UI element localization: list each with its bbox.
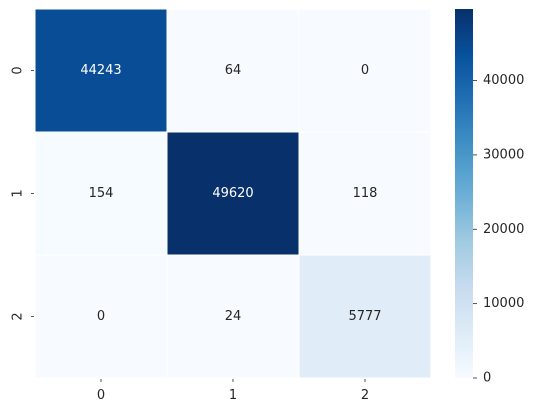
heatmap-grid: 44243 64 0 154 49620 118 0 24 5777	[34, 8, 432, 379]
colorbar-tick-label-1: 10000	[483, 296, 524, 311]
y-tick-label-1: 1	[11, 189, 26, 197]
cell-value-1-2: 118	[353, 186, 378, 201]
colorbar-gradient	[455, 9, 473, 378]
colorbar: 0 10000 20000 30000 40000	[455, 9, 524, 386]
heatmap-cell-0-0	[34, 8, 168, 133]
cell-value-2-0: 0	[97, 309, 105, 324]
y-axis: 0 1 2	[11, 66, 34, 321]
heatmap-cell-1-2	[298, 131, 432, 256]
cell-value-0-2: 0	[361, 63, 369, 78]
y-tick-label-0: 0	[11, 66, 26, 74]
x-tick-label-0: 0	[97, 388, 105, 403]
x-axis: 0 1 2	[97, 379, 369, 403]
x-tick-label-2: 2	[361, 388, 369, 403]
heatmap-cell-0-2	[298, 8, 432, 133]
heatmap-cell-2-1	[166, 254, 300, 379]
cell-value-1-0: 154	[89, 186, 114, 201]
heatmap-cell-0-1	[166, 8, 300, 133]
heatmap-cell-1-0	[34, 131, 168, 256]
colorbar-ticks: 0 10000 20000 30000 40000	[473, 73, 524, 386]
heatmap-cell-2-2	[298, 254, 432, 379]
cell-value-0-0: 44243	[80, 63, 121, 78]
colorbar-tick-label-0: 0	[483, 371, 491, 386]
cell-value-1-1: 49620	[212, 186, 253, 201]
cell-value-0-1: 64	[225, 63, 242, 78]
heatmap-cell-1-1	[166, 131, 300, 256]
x-tick-label-1: 1	[229, 388, 237, 403]
y-tick-label-2: 2	[11, 312, 26, 320]
cell-value-2-2: 5777	[348, 309, 381, 324]
colorbar-tick-label-3: 30000	[483, 147, 524, 162]
heatmap-cell-2-0	[34, 254, 168, 379]
colorbar-tick-label-2: 20000	[483, 222, 524, 237]
cell-value-2-1: 24	[225, 309, 242, 324]
colorbar-tick-label-4: 40000	[483, 73, 524, 88]
